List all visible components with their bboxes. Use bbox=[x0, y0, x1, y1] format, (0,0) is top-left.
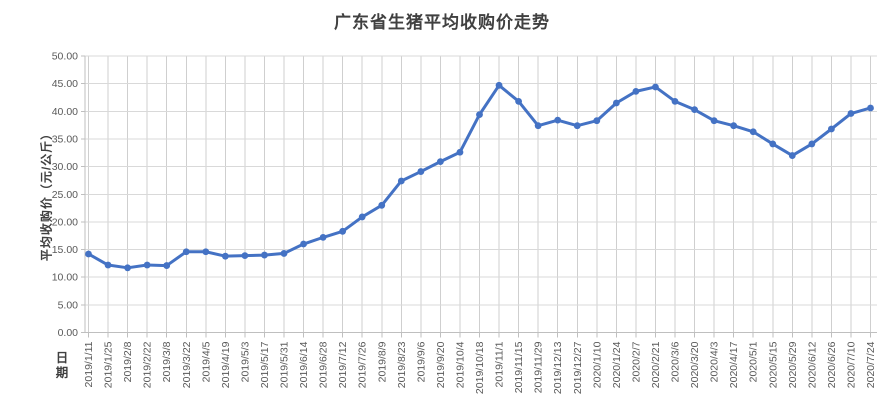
data-point-marker bbox=[534, 122, 542, 130]
y-axis-title: 平均收购价（元/公斤） bbox=[39, 126, 54, 262]
data-point-marker bbox=[456, 148, 464, 156]
x-tick-label: 2020/5/29 bbox=[787, 341, 799, 388]
x-tick-label: 2019/5/31 bbox=[279, 341, 291, 388]
y-tick-label: 20.00 bbox=[52, 216, 78, 228]
data-point-marker bbox=[319, 233, 327, 241]
y-tick-label: 45.00 bbox=[52, 78, 78, 90]
data-point-marker bbox=[847, 110, 855, 117]
data-point-marker bbox=[867, 104, 874, 112]
data-point-marker bbox=[710, 117, 718, 125]
y-tick-label: 5.00 bbox=[58, 299, 79, 311]
data-point-marker bbox=[612, 99, 620, 107]
data-point-marker bbox=[495, 81, 503, 89]
data-point-marker bbox=[124, 264, 131, 272]
y-tick-label: 40.00 bbox=[52, 106, 78, 118]
x-tick-label: 2019/5/3 bbox=[239, 341, 251, 382]
data-point-marker bbox=[769, 140, 777, 148]
data-point-marker bbox=[749, 128, 757, 136]
data-point-marker bbox=[437, 158, 444, 166]
data-point-marker bbox=[652, 83, 659, 91]
x-tick-label: 2019/11/1 bbox=[494, 341, 506, 387]
y-tick-label: 10.00 bbox=[52, 272, 78, 284]
data-point-marker bbox=[808, 140, 816, 148]
y-tick-label: 50.00 bbox=[52, 51, 78, 63]
x-tick-label: 2019/3/22 bbox=[181, 341, 193, 388]
y-tick-label: 35.00 bbox=[52, 133, 78, 145]
x-tick-label: 2019/12/13 bbox=[552, 341, 564, 394]
data-point-marker bbox=[221, 252, 229, 260]
data-point-marker bbox=[261, 251, 268, 259]
data-point-marker bbox=[828, 125, 835, 133]
x-tick-label: 2019/1/25 bbox=[103, 341, 115, 388]
data-point-marker bbox=[515, 97, 522, 105]
data-point-marker bbox=[788, 152, 796, 159]
x-tick-label: 2020/6/12 bbox=[806, 341, 818, 388]
data-point-marker bbox=[202, 248, 210, 256]
x-tick-label: 2020/4/3 bbox=[709, 341, 721, 382]
data-point-marker bbox=[730, 122, 738, 130]
data-point-marker bbox=[573, 122, 581, 130]
x-tick-label: 2020/2/7 bbox=[630, 341, 642, 382]
y-tick-label: 0.00 bbox=[58, 327, 79, 339]
y-tick-label: 30.00 bbox=[52, 161, 78, 173]
x-tick-label: 2019/4/19 bbox=[220, 341, 232, 388]
x-tick-label: 2019/1/11 bbox=[83, 341, 95, 387]
data-point-marker bbox=[417, 168, 425, 175]
data-point-marker bbox=[554, 116, 562, 124]
data-point-marker bbox=[476, 111, 483, 119]
x-tick-label: 2019/6/28 bbox=[318, 341, 330, 388]
x-tick-label: 2020/1/10 bbox=[591, 341, 603, 388]
x-tick-label: 2019/10/4 bbox=[454, 341, 466, 388]
data-point-marker bbox=[241, 252, 249, 260]
x-tick-label: 2020/1/24 bbox=[611, 341, 623, 388]
data-point-marker bbox=[280, 250, 288, 257]
data-point-marker bbox=[300, 240, 307, 248]
x-tick-label: 2019/9/6 bbox=[415, 341, 427, 382]
y-tick-label: 15.00 bbox=[52, 244, 78, 256]
x-tick-label: 2020/3/6 bbox=[670, 341, 682, 382]
data-point-marker bbox=[182, 248, 190, 256]
x-tick-label: 2020/3/20 bbox=[689, 341, 701, 388]
x-tick-label: 2020/5/1 bbox=[748, 341, 760, 382]
x-tick-label: 2019/9/20 bbox=[435, 341, 447, 388]
x-tick-label: 2019/5/17 bbox=[259, 341, 271, 388]
data-point-marker bbox=[339, 227, 347, 235]
x-tick-label: 2019/4/5 bbox=[200, 341, 212, 382]
x-tick-label: 2019/8/23 bbox=[396, 341, 408, 388]
x-tick-label: 2019/3/8 bbox=[161, 341, 173, 382]
data-point-marker bbox=[104, 261, 112, 269]
data-point-marker bbox=[85, 250, 92, 258]
chart-title: 广东省生猪平均收购价走势 bbox=[334, 13, 550, 32]
data-point-marker bbox=[378, 201, 386, 209]
x-tick-label: 2019/7/12 bbox=[337, 341, 349, 388]
x-tick-label: 2019/10/18 bbox=[474, 341, 486, 394]
data-point-marker bbox=[691, 106, 698, 114]
data-point-marker bbox=[671, 97, 679, 105]
data-point-marker bbox=[593, 117, 601, 125]
x-tick-label: 2019/11/29 bbox=[533, 341, 545, 393]
x-tick-label: 2020/6/26 bbox=[826, 341, 838, 388]
x-tick-label: 2019/7/26 bbox=[357, 341, 369, 388]
data-point-marker bbox=[397, 177, 405, 185]
x-tick-label: 2020/2/21 bbox=[650, 341, 662, 388]
x-tick-label: 2020/7/24 bbox=[865, 341, 877, 388]
x-tick-label: 2020/7/10 bbox=[845, 341, 857, 388]
x-tick-label: 2020/5/15 bbox=[767, 341, 779, 388]
x-tick-label: 2019/2/8 bbox=[122, 341, 134, 382]
x-tick-label: 2019/6/14 bbox=[298, 341, 310, 388]
y-tick-label: 25.00 bbox=[52, 189, 78, 201]
x-tick-label: 2020/4/17 bbox=[728, 341, 740, 388]
x-tick-label: 2019/11/15 bbox=[513, 341, 525, 393]
x-tick-label: 2019/8/9 bbox=[376, 341, 388, 382]
data-point-marker bbox=[143, 261, 151, 269]
data-point-marker bbox=[163, 262, 171, 269]
data-point-marker bbox=[632, 87, 640, 95]
x-tick-label: 2019/12/27 bbox=[572, 341, 584, 394]
x-tick-label: 2019/2/22 bbox=[142, 341, 154, 388]
data-point-marker bbox=[358, 213, 366, 221]
x-axis-title: 日期 bbox=[55, 351, 69, 380]
